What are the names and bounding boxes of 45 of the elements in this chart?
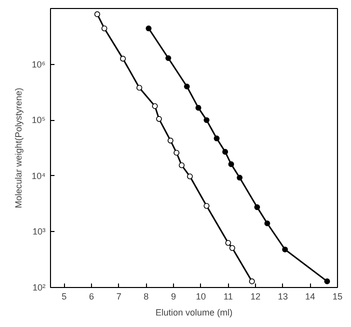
x-tick-label: 9 <box>170 292 176 302</box>
point <box>204 203 210 209</box>
point <box>101 26 108 32</box>
point <box>225 240 232 246</box>
y-tick-label: 10² <box>32 282 46 292</box>
x-tick-label: 6 <box>88 292 94 302</box>
point <box>282 246 288 252</box>
point <box>136 84 142 91</box>
point <box>168 138 174 144</box>
x-tick-label: 10 <box>196 292 206 302</box>
point <box>222 148 228 155</box>
x-tick-label: 7 <box>116 292 122 302</box>
point <box>152 103 158 110</box>
x-axis-title: Elution volume (ml) <box>155 308 233 318</box>
point <box>229 245 236 251</box>
y-axis-title: Molecular weight(Polystyrene) <box>14 88 24 208</box>
y-tick-label: 10⁶ <box>32 59 46 70</box>
point <box>178 162 185 168</box>
point <box>249 278 255 284</box>
point <box>264 220 270 226</box>
x-tick-label: 15 <box>332 292 343 302</box>
y-tick-label: 10³ <box>32 226 46 237</box>
x-tick-label: 8 <box>144 292 149 302</box>
point <box>324 278 330 284</box>
point <box>156 116 162 122</box>
point <box>187 173 193 180</box>
y-tick-label: 10⁵ <box>32 115 46 126</box>
y-tick-label: 10⁴ <box>32 170 46 181</box>
x-tick-label: 12 <box>250 292 261 302</box>
point <box>214 136 220 142</box>
point <box>184 84 190 90</box>
point <box>146 26 152 32</box>
x-tick-label: 11 <box>223 292 233 302</box>
point <box>254 204 260 210</box>
point <box>204 117 210 123</box>
point <box>195 104 202 111</box>
point <box>94 11 100 18</box>
point <box>165 55 172 62</box>
point <box>228 161 234 168</box>
x-tick-label: 5 <box>62 292 67 302</box>
point <box>120 56 126 62</box>
point <box>174 150 180 156</box>
point <box>236 174 243 181</box>
x-tick-label: 13 <box>278 292 288 302</box>
x-tick-label: 14 <box>305 292 316 302</box>
